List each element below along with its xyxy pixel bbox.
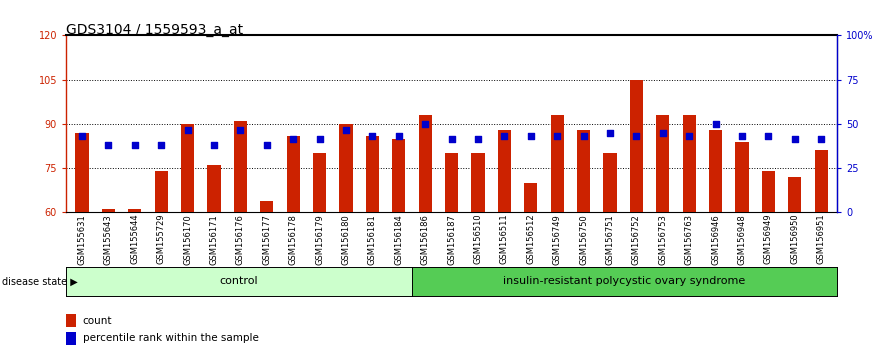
Point	[313, 136, 327, 142]
Bar	[339, 124, 352, 212]
Bar	[392, 139, 405, 212]
Bar	[128, 210, 141, 212]
Bar	[683, 115, 696, 212]
Bar	[736, 142, 749, 212]
Point	[788, 136, 802, 142]
Bar	[471, 153, 485, 212]
Point	[550, 133, 564, 138]
Bar	[181, 124, 194, 212]
Bar	[207, 165, 220, 212]
Point	[286, 136, 300, 142]
Point	[523, 133, 537, 138]
Text: insulin-resistant polycystic ovary syndrome: insulin-resistant polycystic ovary syndr…	[503, 276, 745, 286]
Point	[470, 136, 485, 142]
Point	[708, 121, 722, 127]
Point	[101, 142, 115, 147]
Bar	[233, 121, 247, 212]
Bar	[154, 171, 167, 212]
Text: percentile rank within the sample: percentile rank within the sample	[83, 333, 259, 343]
Point	[181, 127, 195, 133]
Bar	[524, 183, 537, 212]
Bar	[366, 136, 379, 212]
Bar	[603, 153, 617, 212]
Point	[444, 136, 458, 142]
Point	[629, 133, 643, 138]
Bar	[75, 133, 88, 212]
Point	[366, 133, 380, 138]
Point	[655, 130, 670, 136]
Point	[814, 136, 828, 142]
Bar	[788, 177, 802, 212]
Point	[576, 133, 590, 138]
Point	[603, 130, 617, 136]
Point	[735, 133, 749, 138]
Point	[761, 133, 775, 138]
Bar	[709, 130, 722, 212]
Bar	[630, 80, 643, 212]
Text: disease state ▶: disease state ▶	[2, 276, 78, 286]
Point	[233, 127, 248, 133]
Point	[128, 142, 142, 147]
Point	[682, 133, 696, 138]
Bar	[260, 201, 273, 212]
Bar	[577, 130, 590, 212]
Bar	[313, 153, 326, 212]
Bar	[498, 130, 511, 212]
Bar	[286, 136, 300, 212]
Bar	[66, 314, 76, 327]
Point	[75, 133, 89, 138]
Point	[207, 142, 221, 147]
Bar	[656, 115, 670, 212]
Point	[392, 133, 406, 138]
Text: GDS3104 / 1559593_a_at: GDS3104 / 1559593_a_at	[66, 23, 243, 37]
Point	[339, 127, 353, 133]
Bar	[762, 171, 775, 212]
Point	[260, 142, 274, 147]
Bar	[815, 150, 828, 212]
Text: count: count	[83, 316, 112, 326]
Point	[154, 142, 168, 147]
Bar	[551, 115, 564, 212]
Bar	[445, 153, 458, 212]
Point	[418, 121, 433, 127]
Bar	[101, 210, 115, 212]
Bar	[418, 115, 432, 212]
Point	[497, 133, 511, 138]
Bar	[66, 332, 76, 345]
Text: control: control	[219, 276, 258, 286]
